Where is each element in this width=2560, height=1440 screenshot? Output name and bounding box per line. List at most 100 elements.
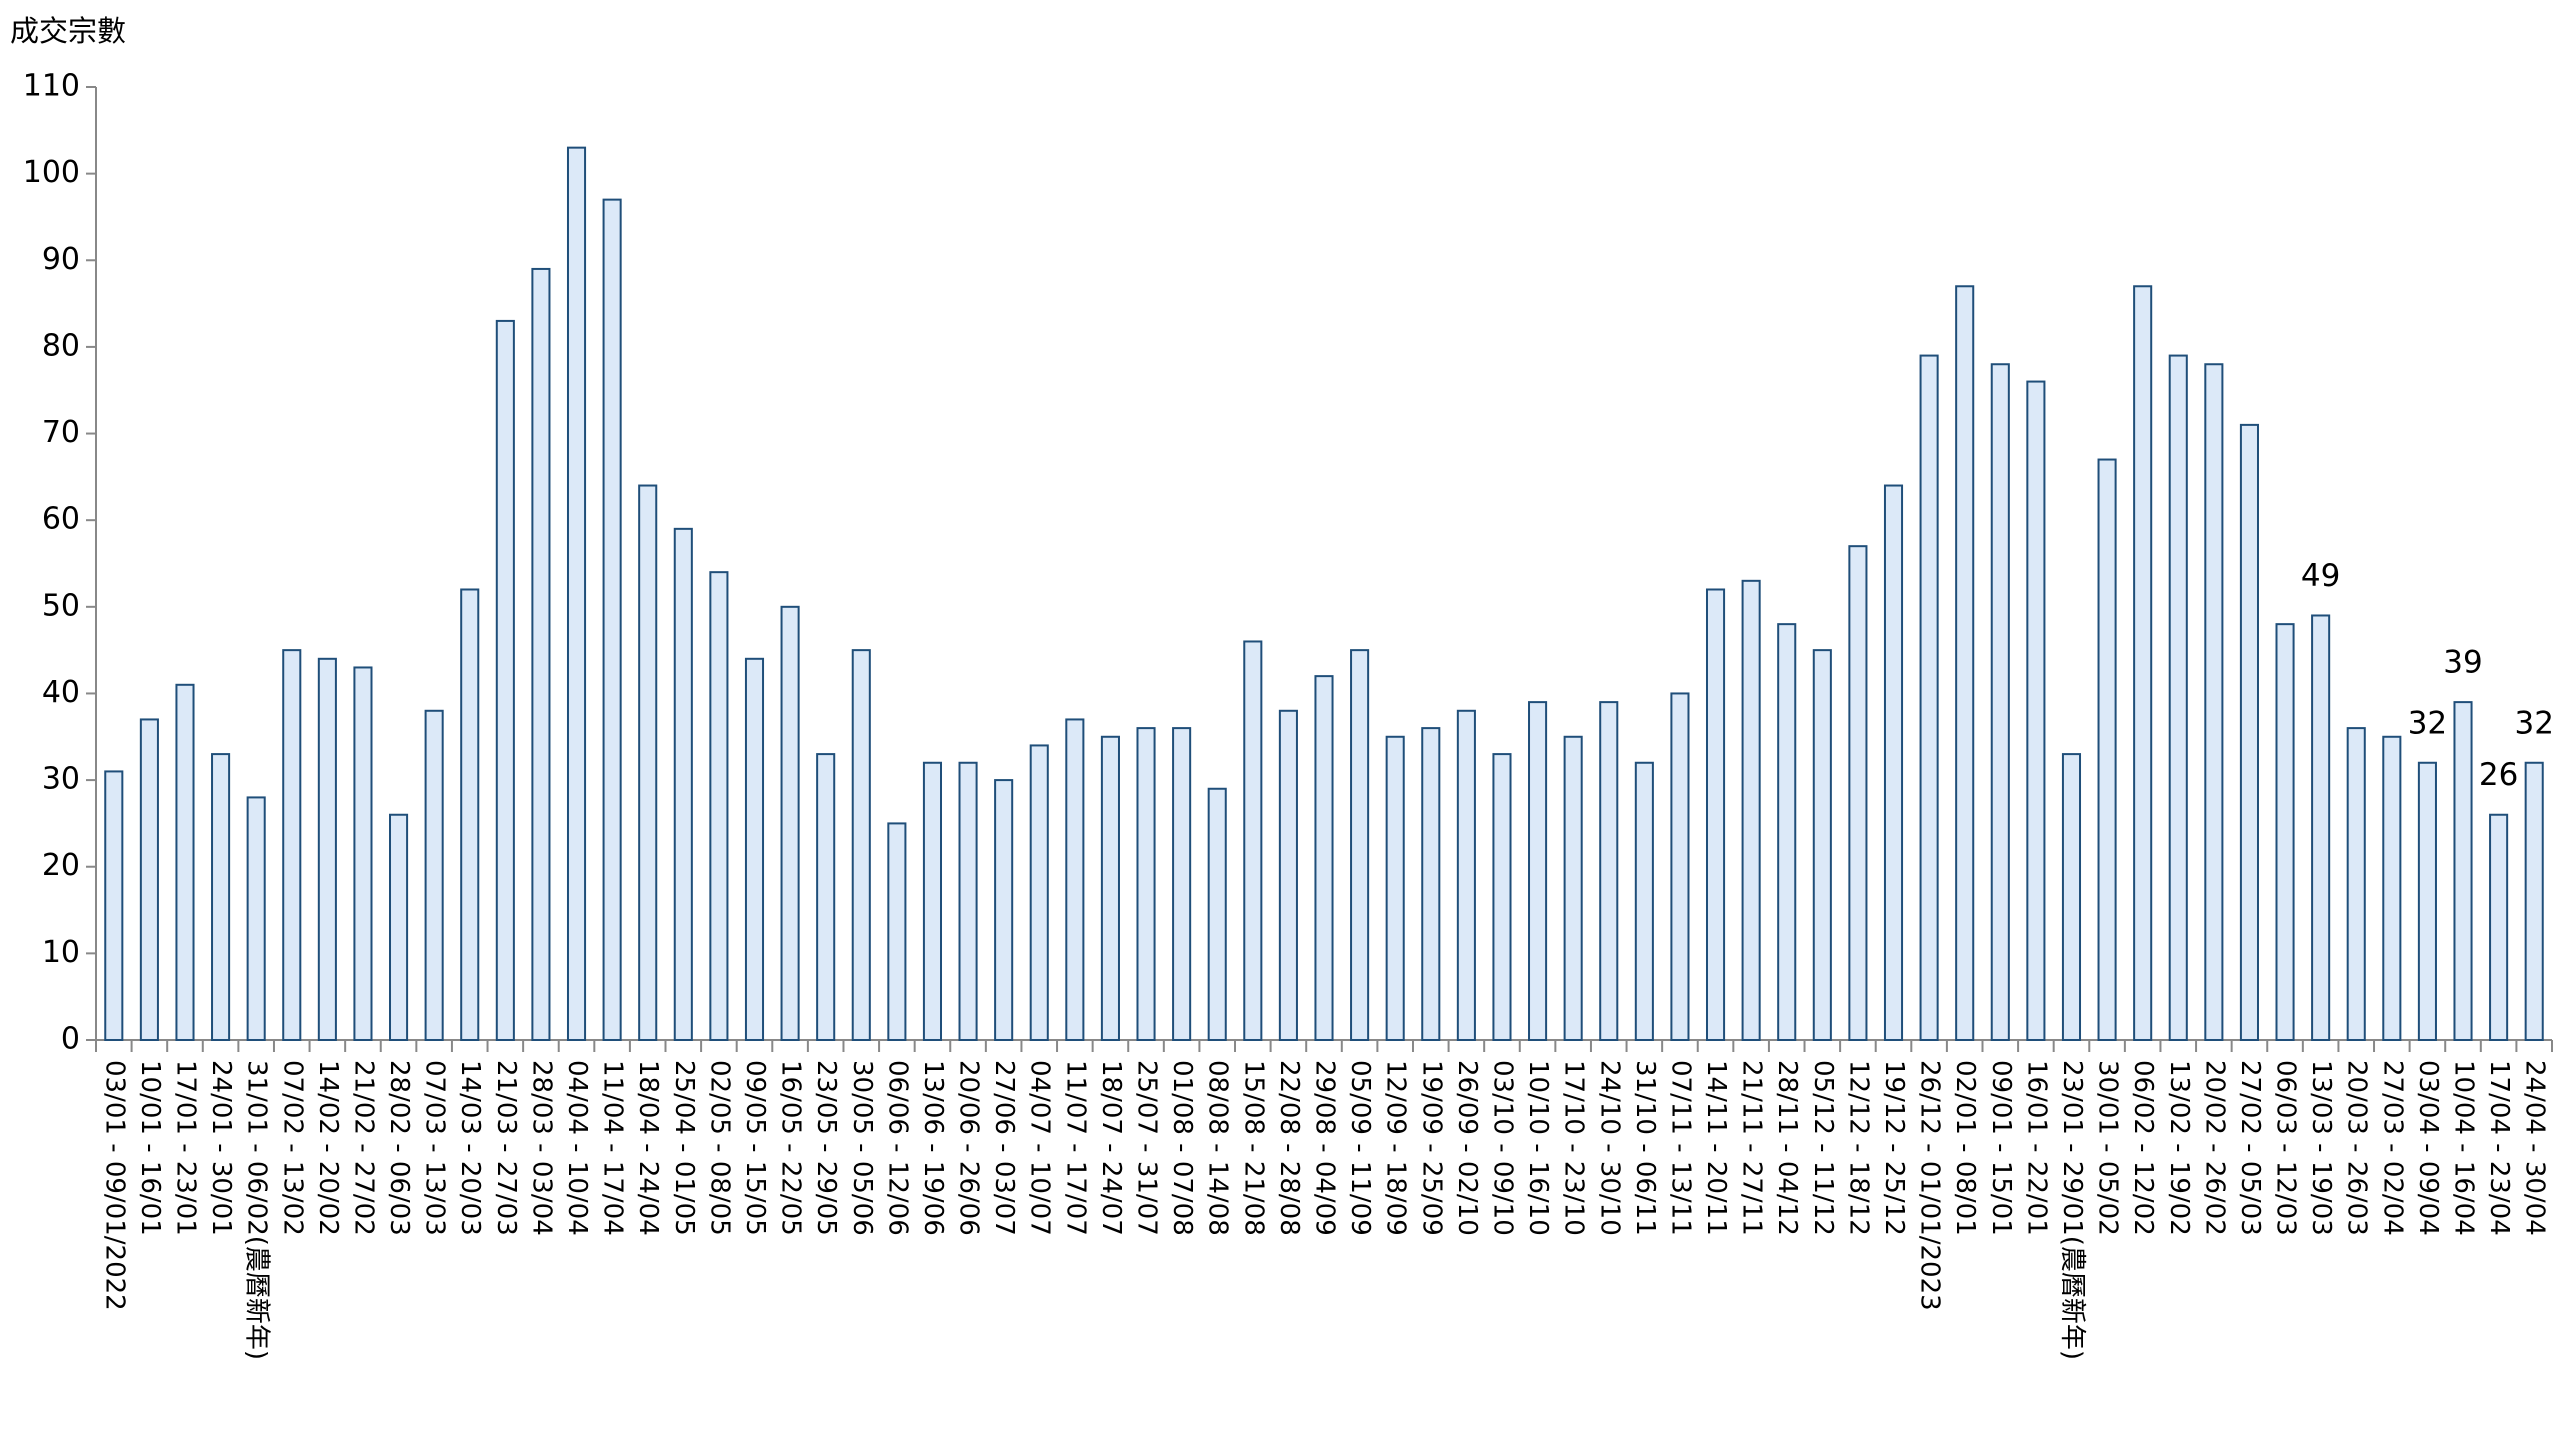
x-tick-label: 22/08 - 28/08	[1274, 1060, 1304, 1236]
x-tick-label: 31/01 - 06/02(農曆新年)	[242, 1060, 272, 1360]
bar	[2417, 761, 2437, 1041]
y-tick-label: 70	[42, 415, 80, 450]
y-tick-label: 90	[42, 242, 80, 277]
bar	[1100, 735, 1120, 1041]
x-tick-label: 07/03 - 13/03	[420, 1060, 450, 1236]
bar	[424, 709, 444, 1041]
x-tick-label: 28/02 - 06/03	[384, 1060, 414, 1236]
x-tick-label: 03/10 - 09/10	[1487, 1060, 1517, 1236]
bar	[1314, 675, 1334, 1041]
bar	[531, 267, 551, 1042]
y-tick-label: 100	[23, 155, 80, 190]
bar	[673, 527, 693, 1041]
x-tick-label: 02/05 - 08/05	[704, 1060, 734, 1236]
x-tick-label: 07/02 - 13/02	[277, 1060, 307, 1236]
bar	[175, 683, 195, 1041]
bar	[353, 666, 373, 1041]
bar	[211, 753, 231, 1041]
x-tick-label: 24/04 - 30/04	[2520, 1060, 2550, 1236]
x-tick-label: 21/11 - 27/11	[1737, 1060, 1767, 1236]
bar	[2097, 458, 2117, 1041]
x-tick-label: 30/05 - 05/06	[847, 1060, 877, 1236]
x-tick-label: 14/03 - 20/03	[455, 1060, 485, 1236]
x-tick-label: 24/10 - 30/10	[1594, 1060, 1624, 1236]
bar	[2489, 813, 2509, 1042]
bar	[1670, 692, 1690, 1041]
x-tick-label: 21/03 - 27/03	[491, 1060, 521, 1236]
data-label: 32	[2408, 705, 2447, 741]
bar	[1955, 285, 1975, 1042]
x-tick-label: 19/09 - 25/09	[1416, 1060, 1446, 1236]
x-tick-label: 10/10 - 16/10	[1523, 1060, 1553, 1236]
x-tick-label: 30/01 - 05/02	[2093, 1060, 2123, 1236]
bar	[1136, 727, 1156, 1041]
data-label: 49	[2301, 558, 2340, 594]
bar	[602, 198, 622, 1042]
bar	[1207, 787, 1227, 1041]
x-tick-label: 14/02 - 20/02	[313, 1060, 343, 1236]
x-tick-label: 31/10 - 06/11	[1630, 1060, 1660, 1236]
bar	[2311, 614, 2331, 1041]
x-tick-label: 17/01 - 23/01	[170, 1060, 200, 1236]
chart-title: 成交宗數	[10, 14, 126, 48]
bar	[104, 770, 124, 1041]
bar	[1919, 354, 1939, 1041]
y-tick-label: 110	[23, 69, 80, 104]
bar	[2275, 623, 2295, 1041]
bar	[389, 813, 409, 1042]
bar	[1528, 701, 1548, 1041]
bar	[1172, 727, 1192, 1041]
x-tick-label: 20/03 - 26/03	[2342, 1060, 2372, 1236]
bar	[994, 779, 1014, 1041]
x-tick-label: 06/02 - 12/02	[2128, 1060, 2158, 1236]
x-tick-label: 04/07 - 10/07	[1025, 1060, 1055, 1236]
bar	[1243, 640, 1263, 1041]
x-tick-label: 05/09 - 11/09	[1345, 1060, 1375, 1236]
y-tick-label: 10	[42, 935, 80, 970]
bar	[2204, 363, 2224, 1041]
bar	[2061, 753, 2082, 1041]
bar	[780, 605, 800, 1041]
bar	[566, 146, 587, 1042]
x-tick-label: 26/12 - 01/01/2023	[1915, 1060, 1945, 1311]
x-tick-label: 06/06 - 12/06	[882, 1060, 912, 1236]
bar	[2026, 380, 2046, 1041]
x-tick-label: 28/03 - 03/04	[526, 1060, 556, 1236]
x-tick-label: 21/02 - 27/02	[348, 1060, 378, 1236]
x-tick-label: 07/11 - 13/11	[1665, 1060, 1695, 1236]
x-tick-label: 19/12 - 25/12	[1879, 1060, 1909, 1236]
x-tick-label: 11/04 - 17/04	[598, 1060, 628, 1236]
x-tick-label: 17/10 - 23/10	[1559, 1060, 1589, 1236]
bar	[851, 649, 871, 1041]
y-tick-label: 0	[61, 1022, 80, 1057]
bar	[1029, 744, 1049, 1041]
x-tick-label: 16/01 - 22/01	[2021, 1060, 2051, 1236]
x-tick-label: 12/09 - 18/09	[1381, 1060, 1411, 1236]
data-label: 32	[2514, 705, 2553, 741]
x-tick-label: 02/01 - 08/01	[1950, 1060, 1980, 1236]
bar	[1350, 649, 1370, 1041]
x-tick-label: 04/04 - 10/04	[562, 1060, 592, 1236]
x-tick-label: 26/09 - 02/10	[1452, 1060, 1482, 1236]
x-tick-label: 09/05 - 15/05	[740, 1060, 770, 1236]
x-tick-label: 08/08 - 14/08	[1203, 1060, 1233, 1236]
x-tick-label: 20/06 - 26/06	[954, 1060, 984, 1236]
x-tick-label: 24/01 - 30/01	[206, 1060, 236, 1236]
bar	[1990, 363, 2010, 1041]
x-tick-label: 23/05 - 29/05	[811, 1060, 841, 1236]
bar	[139, 718, 159, 1041]
bar	[317, 657, 337, 1041]
x-tick-label: 25/07 - 31/07	[1132, 1060, 1162, 1236]
bar	[2239, 423, 2259, 1041]
x-tick-label: 27/02 - 05/03	[2235, 1060, 2265, 1236]
y-tick-label: 20	[42, 848, 80, 883]
bar	[495, 319, 515, 1042]
bar	[1812, 649, 1832, 1041]
x-tick-label: 25/04 - 01/05	[669, 1060, 699, 1236]
x-tick-label: 27/06 - 03/07	[989, 1060, 1019, 1236]
bar	[887, 822, 907, 1042]
bar	[2382, 735, 2402, 1041]
bar	[2524, 761, 2544, 1041]
x-tick-label: 20/02 - 26/02	[2199, 1060, 2229, 1236]
